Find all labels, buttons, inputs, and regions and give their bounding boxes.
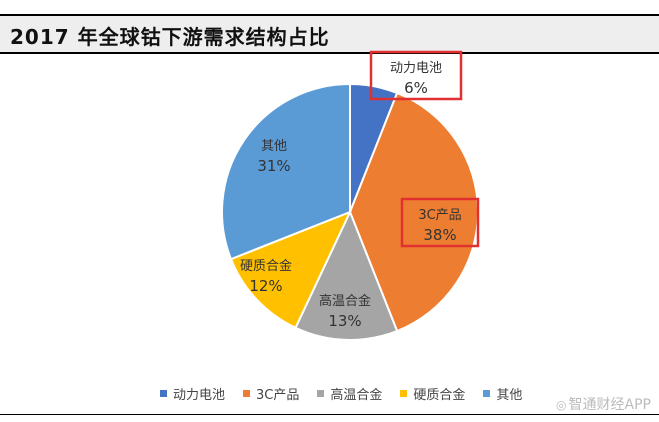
watermark: ◎ 智通财经APP: [556, 394, 651, 414]
legend-item: 高温合金: [317, 384, 382, 403]
legend-label: 其他: [496, 387, 523, 403]
legend-item: 硬质合金: [400, 384, 465, 403]
legend-label: 高温合金: [330, 387, 383, 403]
legend-swatch: [243, 389, 251, 397]
pie-slice: [294, 209, 399, 341]
legend-label: 动力电池: [173, 387, 226, 403]
highlight-box: [369, 50, 463, 101]
title-bar: 2017 年全球钴下游需求结构占比: [0, 16, 659, 54]
legend-swatch: [317, 389, 325, 397]
slice-name-label: 硬质合金: [240, 258, 292, 274]
slice-name-label: 3C产品: [418, 208, 461, 223]
pie-slice: [229, 210, 352, 330]
slice-labels: 动力电池 6% 3C产品 38% 高温合金 13% 硬质合金 12% 其他 31%: [240, 61, 462, 330]
slice-percent-label: 38%: [423, 226, 456, 244]
legend-item: 动力电池: [160, 384, 225, 403]
legend-label: 硬质合金: [413, 387, 466, 403]
top-rule: [0, 14, 659, 16]
slice-percent-label: 13%: [328, 312, 361, 330]
slice-name-label: 其他: [261, 139, 287, 154]
legend-swatch: [160, 389, 167, 397]
legend-swatch: [400, 389, 408, 397]
chart-title: 2017 年全球钴下游需求结构占比: [10, 25, 330, 49]
legend-item: 3C产品: [243, 384, 299, 403]
slice-percent-label: 12%: [249, 277, 282, 295]
legend-item: 其他: [483, 384, 522, 403]
watermark-text: 智通财经APP: [568, 397, 651, 413]
chart-legend: 动力电池 3C产品 高温合金 硬质合金 其他: [160, 383, 522, 403]
pie-slice: [221, 82, 351, 261]
highlight-boxes: [369, 50, 480, 248]
legend-label: 3C产品: [256, 387, 300, 403]
slice-name-label: 高温合金: [319, 293, 371, 309]
slice-percent-label: 31%: [257, 157, 290, 175]
highlight-box: [400, 197, 480, 248]
legend-swatch: [483, 389, 491, 397]
watermark-icon: ◎: [556, 398, 567, 412]
bottom-rule: [0, 414, 659, 415]
slice-percent-label: 6%: [404, 79, 428, 97]
slice-name-label: 动力电池: [390, 61, 442, 76]
